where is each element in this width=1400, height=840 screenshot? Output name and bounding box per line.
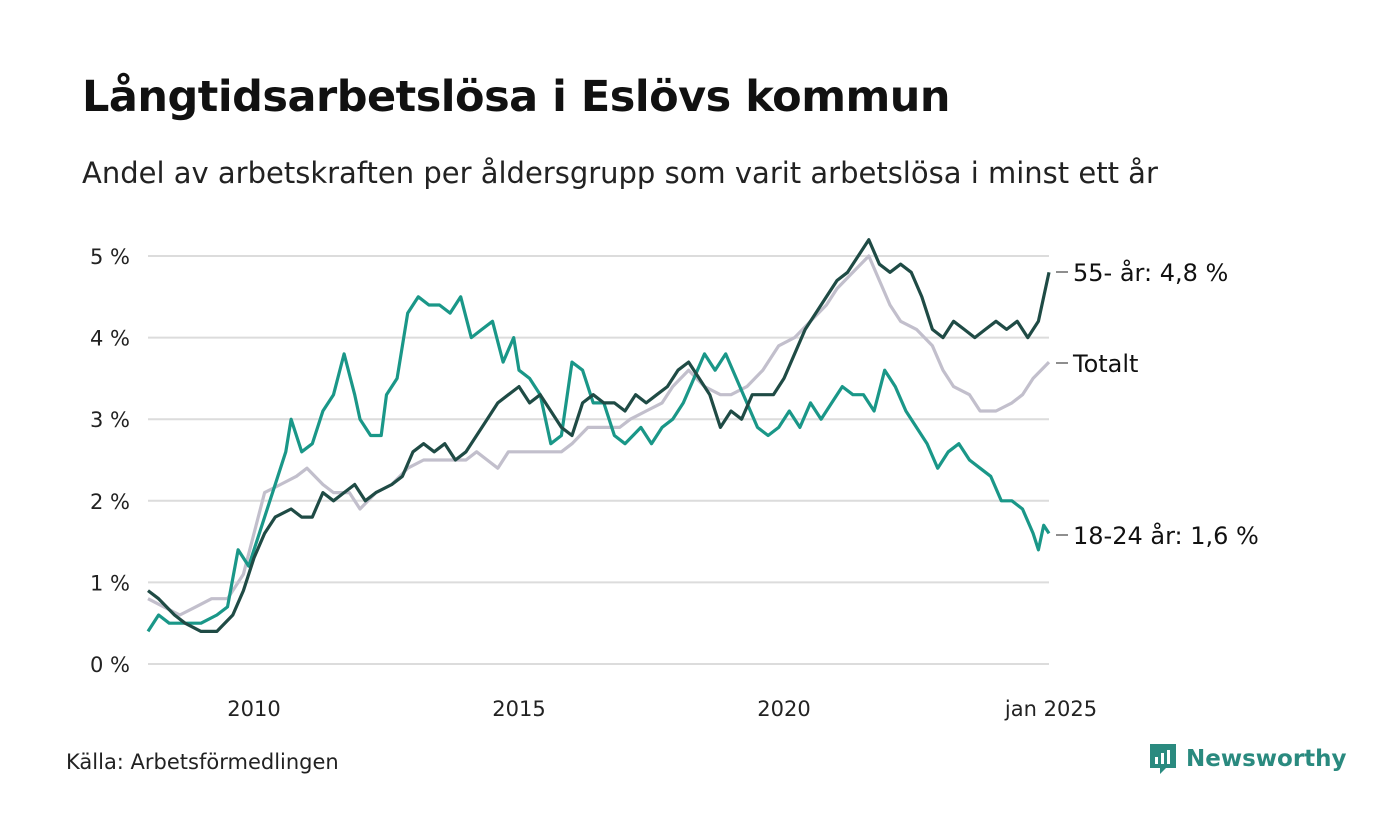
x-tick-label: 2020 [757, 697, 810, 721]
brand-logo[interactable]: Newsworthy [1148, 742, 1347, 776]
brand-name: Newsworthy [1186, 746, 1347, 772]
x-axis-tick-labels: 2010 2015 2020 jan 2025 [227, 697, 1097, 721]
y-tick-label: 1 % [90, 571, 130, 595]
y-tick-label: 0 % [90, 653, 130, 677]
x-tick-label: jan 2025 [1004, 697, 1097, 721]
x-tick-label: 2010 [227, 697, 280, 721]
series-line-2 [147, 238, 1051, 633]
x-tick-label: 2015 [492, 697, 545, 721]
chart-title: Långtidsarbetslösa i Eslövs kommun [82, 72, 951, 122]
end-label: 18-24 år: 1,6 % [1073, 521, 1259, 550]
y-tick-label: 3 % [90, 408, 130, 432]
y-axis-tick-labels: 0 % 1 % 2 % 3 % 4 % 5 % [90, 245, 130, 677]
source-note: Källa: Arbetsförmedlingen [66, 750, 339, 774]
y-tick-label: 2 % [90, 490, 130, 514]
gridlines [148, 255, 1049, 665]
y-tick-label: 5 % [90, 245, 130, 269]
end-label: 55- år: 4,8 % [1073, 258, 1228, 287]
y-tick-label: 4 % [90, 327, 130, 351]
series-lines [146, 238, 1051, 633]
series-line-0 [147, 254, 1051, 617]
chart-subtitle: Andel av arbetskraften per åldersgrupp s… [82, 156, 1158, 190]
series-end-labels: Totalt 18-24 år: 1,6 % 55- år: 4,8 % [1056, 258, 1259, 550]
newsworthy-logo-icon [1150, 744, 1176, 774]
end-label: Totalt [1072, 350, 1138, 378]
series-line-1 [146, 295, 1051, 633]
